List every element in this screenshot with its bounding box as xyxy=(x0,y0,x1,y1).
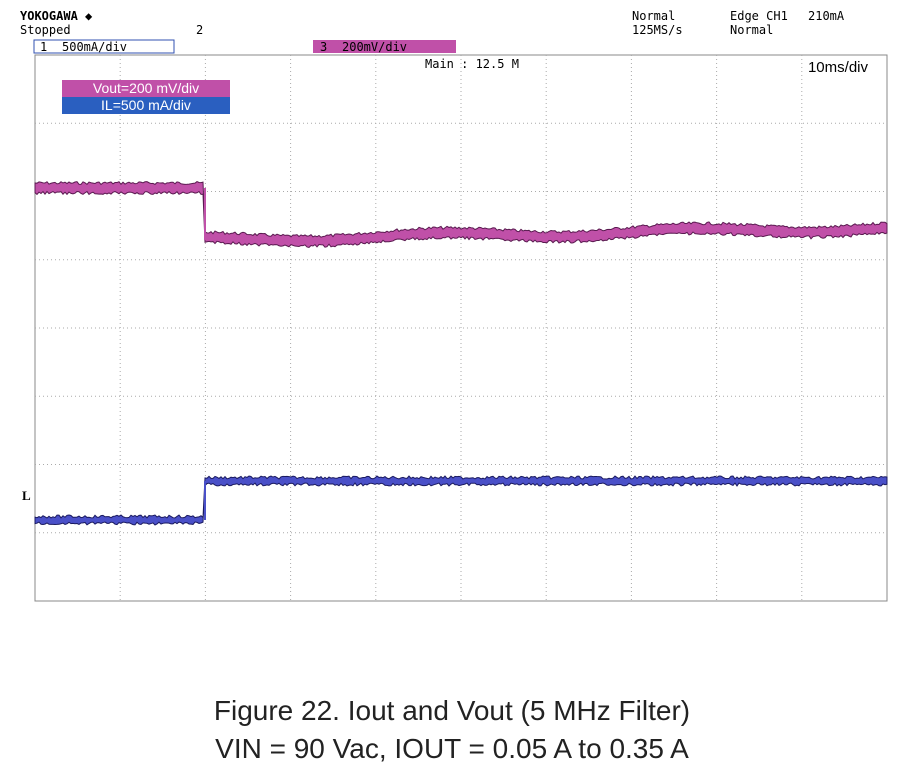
record: Main : 12.5 M xyxy=(425,57,519,71)
trigger: Edge CH1 xyxy=(730,9,788,23)
legend-il: IL=500 mA/div xyxy=(101,97,191,113)
sample-rate: 125MS/s xyxy=(632,23,683,37)
ch3-box xyxy=(313,40,456,53)
traces xyxy=(34,180,888,526)
legend-il-bg xyxy=(62,97,230,114)
caption-line1: Figure 22. Iout and Vout (5 MHz Filter) xyxy=(214,695,690,726)
ch1-number: 1 xyxy=(40,40,47,54)
ch1-box xyxy=(33,39,175,54)
ch3-number: 3 xyxy=(320,40,327,54)
brand: YOKOGAWA ◆ xyxy=(20,9,93,23)
il-marker: L xyxy=(22,488,31,503)
timebase: 10ms/div xyxy=(808,59,869,76)
trigger-mode: Normal xyxy=(730,23,773,37)
legend-vout: Vout=200 mV/div xyxy=(93,80,199,96)
ch1-scale: 500mA/div xyxy=(62,40,127,54)
mode: Normal xyxy=(632,9,675,23)
legend-vout-bg xyxy=(62,80,230,97)
trigger-level: 210mA xyxy=(808,9,845,23)
marker: 2 xyxy=(196,23,203,37)
grid xyxy=(35,55,887,601)
trace-band xyxy=(34,180,888,249)
ch3-scale: 200mV/div xyxy=(342,40,407,54)
trace-band xyxy=(34,475,888,526)
caption-line2: VIN = 90 Vac, IOUT = 0.05 A to 0.35 A xyxy=(215,733,689,764)
status: Stopped xyxy=(20,23,71,37)
